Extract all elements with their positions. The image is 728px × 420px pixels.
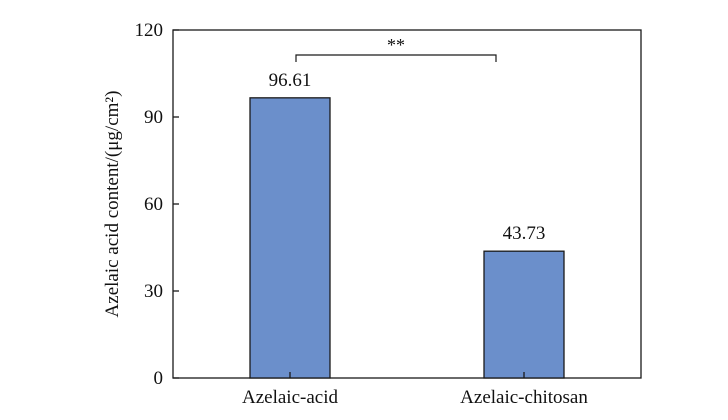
- data-label: 43.73: [503, 223, 546, 244]
- x-tick-label: Azelaic-acid: [242, 387, 338, 408]
- significance-bracket: [295, 54, 497, 62]
- x-tick-label: Azelaic-chitosan: [460, 387, 588, 408]
- y-tick-label: 60: [144, 194, 163, 215]
- bar-azelaic-chitosan: [483, 250, 565, 379]
- y-tick-label: 0: [154, 368, 164, 389]
- chart-marks: 0 30 60 90 120 96.61 Azelaic-acid 43.73 Azelaic-…: [135, 20, 642, 408]
- y-axis-title: Azelaic acid content/(μg/cm²): [102, 91, 123, 318]
- y-tick-label: 30: [144, 281, 163, 302]
- y-tick-label: 120: [135, 20, 164, 41]
- y-tick-label: 90: [144, 107, 163, 128]
- data-label: 96.61: [269, 70, 312, 91]
- bar-azelaic-acid: [249, 97, 331, 379]
- plot-frame: [172, 29, 642, 379]
- significance-label: **: [387, 35, 405, 55]
